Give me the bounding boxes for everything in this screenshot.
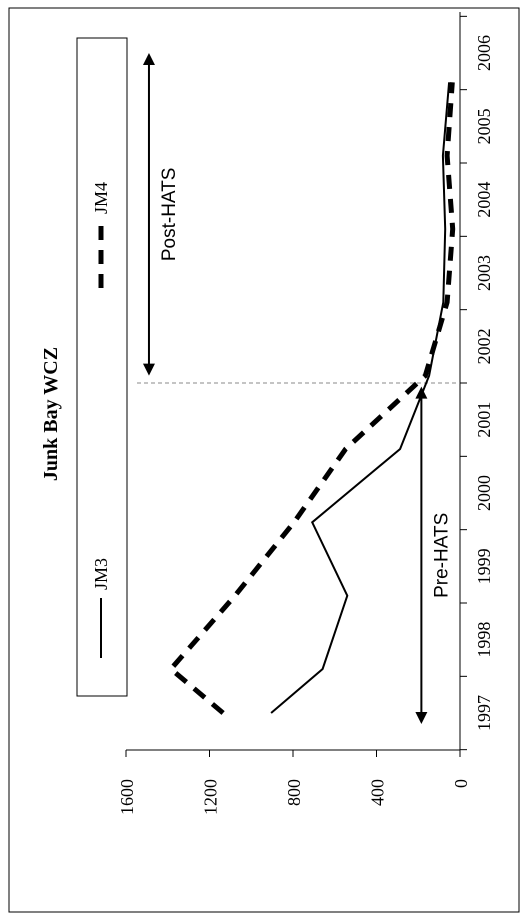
year-tick-label: 2001 xyxy=(474,402,494,438)
series-group xyxy=(167,82,456,715)
value-tick-label: 1600 xyxy=(117,779,137,815)
legend: JM3 JM4 xyxy=(91,182,111,658)
year-tick-label: 2006 xyxy=(474,35,494,71)
arrow-head-post-hats xyxy=(142,363,155,376)
arrow-head-pre-hats xyxy=(415,712,428,724)
year-tick-label: 1998 xyxy=(474,622,494,658)
series-line-jm4 xyxy=(167,82,456,715)
value-tick-label: 400 xyxy=(368,779,388,806)
value-tick-label: 1200 xyxy=(201,779,221,815)
annotation-label-pre-hats: Pre-HATS xyxy=(431,513,452,598)
year-tick-label: 1997 xyxy=(474,695,494,731)
value-tick-label: 0 xyxy=(451,779,471,788)
year-tick-label: 2003 xyxy=(474,255,494,291)
year-tick-label: 2004 xyxy=(474,182,494,218)
year-tick-label: 2005 xyxy=(474,108,494,144)
year-axis-ticks: 1997 1998 1999 2000 2001 2002 2003 2004 2005 2006 xyxy=(460,15,494,751)
annotation-label-post-hats: Post-HATS xyxy=(159,168,180,262)
year-tick-label: 2002 xyxy=(474,328,494,364)
chart-title: Junk Bay WCZ xyxy=(40,347,62,481)
legend-label-jm3: JM3 xyxy=(91,558,111,590)
legend-box xyxy=(76,37,128,697)
year-tick-label: 2000 xyxy=(474,475,494,511)
series-line-jm3 xyxy=(270,82,451,714)
value-tick-label: 800 xyxy=(284,779,304,806)
arrow-head-post-hats xyxy=(142,53,155,65)
value-axis-ticks: 0 400 800 1200 1600 xyxy=(117,750,471,815)
year-tick-label: 1999 xyxy=(474,548,494,584)
annotations: Pre-HATS Post-HATS xyxy=(142,53,452,724)
chart-frame xyxy=(8,7,520,913)
legend-label-jm4: JM4 xyxy=(91,182,111,214)
